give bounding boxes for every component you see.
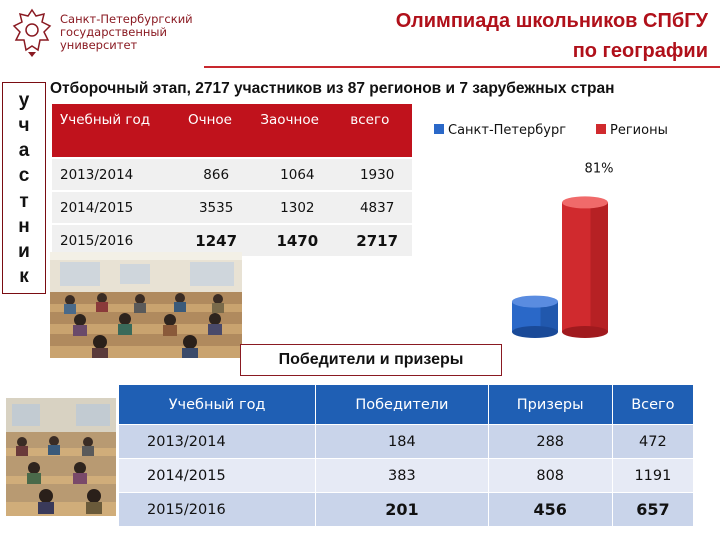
legend-swatch-regions xyxy=(596,124,606,134)
cell-year: 2015/2016 xyxy=(117,492,317,527)
title-divider xyxy=(204,66,720,68)
slide-title: Олимпиада школьников СПбГУ по географии xyxy=(396,6,708,66)
cell-year: 2013/2014 xyxy=(52,158,180,192)
vertical-letter: и xyxy=(18,240,30,262)
logo-line-1: Санкт-Петербургский xyxy=(60,11,193,26)
header-winners: Победители xyxy=(315,384,489,425)
cell-prizewinners: 808 xyxy=(487,458,613,493)
vertical-letter: а xyxy=(18,140,30,162)
vertical-letter: ч xyxy=(18,115,30,137)
cell-total: 657 xyxy=(611,492,695,527)
cell-total: 1191 xyxy=(611,458,695,493)
bar-shade-0 xyxy=(540,301,558,332)
cell-year: 2013/2014 xyxy=(117,424,317,459)
cell-winners: 201 xyxy=(315,492,489,527)
table-row: 2015/2016 201 456 657 xyxy=(117,492,695,527)
vertical-letter: к xyxy=(19,265,29,287)
cell-correspondence: 1302 xyxy=(252,191,343,225)
cell-winners: 184 xyxy=(315,424,489,459)
cell-prizewinners: 456 xyxy=(487,492,613,527)
header-correspondence: Заочное xyxy=(252,104,343,159)
cell-prizewinners: 288 xyxy=(487,424,613,459)
logo-text: Санкт-Петербургский государственный унив… xyxy=(60,11,193,52)
table-row: 2013/2014 184 288 472 xyxy=(117,424,695,459)
vertical-letter: с xyxy=(18,165,30,187)
header-year: Учебный год xyxy=(117,384,317,425)
header-total: всего xyxy=(342,104,412,159)
header-year: Учебный год xyxy=(52,104,180,159)
classroom-photo-2 xyxy=(6,398,116,516)
table-row: 2014/2015 3535 1302 4837 xyxy=(52,191,412,225)
cell-fulltime: 866 xyxy=(179,158,253,192)
vertical-letter: н xyxy=(18,215,30,237)
participants-table: Учебный год Очное Заочное всего 2013/201… xyxy=(52,104,412,258)
table-header-row: Учебный год Очное Заочное всего xyxy=(52,104,412,159)
qualifying-stage-subtitle: Отборочный этап, 2717 участников из 87 р… xyxy=(50,80,615,97)
vertical-letter: т xyxy=(19,190,29,212)
bar-shade-1 xyxy=(590,202,608,332)
cell-total: 2717 xyxy=(342,224,412,258)
header-prizewinners: Призеры xyxy=(487,384,613,425)
origin-share-chart: Санкт-Петербург Регионы 19%81% xyxy=(434,123,668,338)
table-row: 2013/2014 866 1064 1930 xyxy=(52,158,412,192)
header-fulltime: Очное xyxy=(179,104,253,159)
cell-year: 2014/2015 xyxy=(117,458,317,493)
bar-value-label-1: 81% xyxy=(585,161,614,176)
cell-winners: 383 xyxy=(315,458,489,493)
cell-fulltime: 3535 xyxy=(179,191,253,225)
university-logo: Санкт-Петербургский государственный унив… xyxy=(10,4,200,60)
logo-line-2: государственный xyxy=(60,24,167,39)
winners-table: Учебный год Победители Призеры Всего 201… xyxy=(117,384,695,527)
cell-total: 472 xyxy=(611,424,695,459)
cell-year: 2014/2015 xyxy=(52,191,180,225)
title-line-1: Олимпиада школьников СПбГУ xyxy=(395,10,708,32)
classroom-photo xyxy=(50,252,242,358)
header-total: Всего xyxy=(611,384,695,425)
bar-base-0 xyxy=(512,326,558,338)
table-row: 2014/2015 383 808 1191 xyxy=(117,458,695,493)
bar-base-1 xyxy=(562,326,608,338)
title-line-2: по географии xyxy=(572,40,708,62)
cell-total: 4837 xyxy=(342,191,412,225)
bar-cap-1 xyxy=(562,196,608,209)
table-header-row: Учебный год Победители Призеры Всего xyxy=(117,384,695,425)
vertical-letter: у xyxy=(18,90,30,111)
logo-line-3: университет xyxy=(60,37,138,52)
cell-total: 1930 xyxy=(342,158,412,192)
legend-label-spb: Санкт-Петербург xyxy=(448,123,566,138)
bar-cap-0 xyxy=(512,295,558,308)
legend-swatch-spb xyxy=(434,124,444,134)
winners-section-title: Победители и призеры xyxy=(240,344,502,376)
cell-correspondence: 1064 xyxy=(252,158,343,192)
legend-label-regions: Регионы xyxy=(610,123,668,138)
vertical-word-box: у ч а с т н и к xyxy=(2,82,46,294)
eagle-emblem-icon xyxy=(12,8,52,57)
cell-correspondence: 1470 xyxy=(252,224,343,258)
